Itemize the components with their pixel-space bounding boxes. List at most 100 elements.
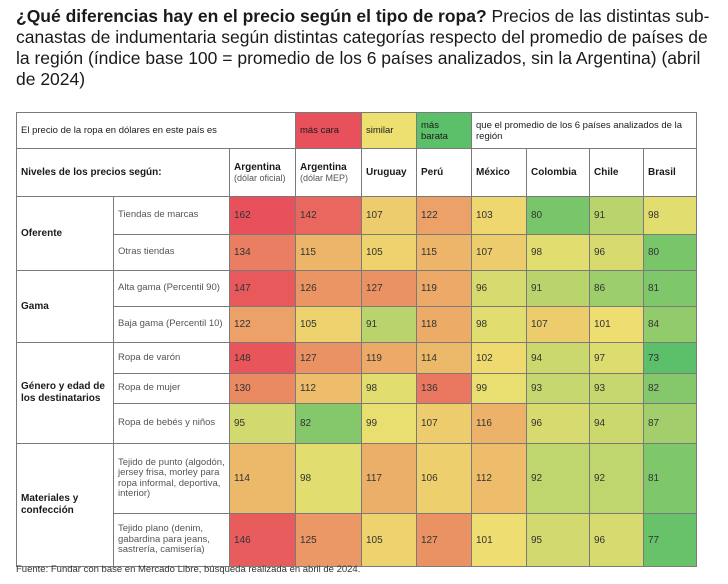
column-name: Chile (594, 167, 619, 178)
value-cell: 114 (416, 342, 472, 374)
value-cell: 96 (471, 270, 527, 307)
column-header-1: Argentina (dólar MEP) (295, 148, 362, 197)
value-cell: 125 (295, 513, 362, 567)
value-cell: 117 (361, 443, 417, 514)
value-cell: 105 (361, 513, 417, 567)
value-cell: 95 (526, 513, 590, 567)
column-name: Perú (421, 167, 444, 178)
value-cell: 105 (295, 306, 362, 343)
table-row: Materiales y confección Tejido de punto (… (16, 443, 698, 567)
value-cell: 102 (471, 342, 527, 374)
table-row: Género y edad de los destinatarios Ropa d… (16, 342, 698, 444)
source-footer: Fuente: Fundar con base en Mercado Libre… (16, 564, 361, 575)
value-cell: 93 (526, 373, 590, 404)
value-cell: 96 (589, 234, 644, 271)
column-header-3: Perú (416, 148, 472, 197)
value-cell: 101 (471, 513, 527, 567)
value-cell: 98 (526, 234, 590, 271)
value-cell: 115 (295, 234, 362, 271)
column-name: Argentina (300, 162, 347, 173)
value-cell: 107 (416, 403, 472, 444)
column-name: Colombia (531, 167, 577, 178)
value-cell: 98 (471, 306, 527, 343)
value-cell: 142 (295, 196, 362, 235)
value-cell: 114 (229, 443, 296, 514)
table-row: Oferente Tiendas de marcas 162 142 107 122 103… (16, 196, 698, 271)
table-row: Gama Alta gama (Percentil 90) 147 126 127 119… (16, 270, 698, 343)
group-label: Materiales y confección (16, 443, 114, 567)
value-cell: 84 (642, 306, 698, 343)
row-label: Ropa de bebés y niños (113, 403, 230, 444)
column-header-0: Argentina (dólar oficial) (229, 148, 296, 197)
table-row: Baja gama (Percentil 10) 122 105 91 118 98 107… (17, 306, 698, 343)
title-rest: Precios de las distintas sub-canastas de… (16, 6, 710, 89)
column-header-7: Brasil (642, 148, 698, 197)
column-header-row: Niveles de los precios según: Argentina(… (16, 148, 698, 197)
value-cell: 147 (229, 270, 296, 307)
column-name: Brasil (648, 167, 676, 178)
value-cell: 106 (416, 443, 472, 514)
row-label: Ropa de mujer (113, 373, 230, 404)
value-cell: 136 (416, 373, 472, 404)
column-subtitle: (dólar oficial) (234, 173, 286, 183)
value-cell: 107 (361, 196, 417, 235)
column-name: México (476, 167, 510, 178)
value-cell: 81 (642, 270, 698, 307)
value-cell: 82 (295, 403, 362, 444)
value-cell: 98 (295, 443, 362, 514)
value-cell: 146 (229, 513, 296, 567)
legend-mas-barata: más barata (416, 112, 472, 149)
group-label: Género y edad de los destinatarios (16, 342, 114, 444)
column-name: Argentina (234, 162, 281, 173)
value-cell: 101 (589, 306, 644, 343)
group-label: Gama (16, 270, 114, 343)
column-header-2: Uruguay (361, 148, 417, 197)
legend-tail: que el promedio de los 6 países analizad… (470, 112, 698, 149)
value-cell: 93 (589, 373, 644, 404)
value-cell: 77 (642, 513, 698, 567)
value-cell: 119 (361, 342, 417, 374)
value-cell: 103 (471, 196, 527, 235)
value-cell: 99 (471, 373, 527, 404)
value-cell: 122 (229, 306, 296, 343)
value-cell: 127 (416, 513, 472, 567)
title-bold: ¿Qué diferencias hay en el precio según … (16, 6, 487, 26)
row-label: Tiendas de marcas (113, 196, 230, 235)
legend-row: El precio de la ropa en dólares en este … (16, 112, 698, 149)
table-row: Ropa de bebés y niños 95 82 99 107 116 96 94 87 (17, 403, 698, 444)
value-cell: 148 (229, 342, 296, 374)
row-label: Tejido plano (denim, gabardina para jean… (113, 513, 230, 567)
value-cell: 81 (642, 443, 698, 514)
value-cell: 80 (642, 234, 698, 271)
value-cell: 126 (295, 270, 362, 307)
legend-question: El precio de la ropa en dólares en este … (16, 112, 296, 149)
value-cell: 98 (361, 373, 417, 404)
table-row: Ropa de mujer 130 112 98 136 99 93 93 82 (17, 373, 698, 404)
value-cell: 94 (526, 342, 590, 374)
value-cell: 130 (229, 373, 296, 404)
row-label: Otras tiendas (113, 234, 230, 271)
column-name: Uruguay (366, 167, 407, 178)
value-cell: 127 (295, 342, 362, 374)
row-header-label: Niveles de los precios según: (16, 148, 230, 197)
row-label: Tejido de punto (algodón, jersey frisa, … (113, 443, 230, 514)
value-cell: 95 (229, 403, 296, 444)
value-cell: 98 (642, 196, 698, 235)
value-cell: 82 (642, 373, 698, 404)
row-label: Ropa de varón (113, 342, 230, 374)
value-cell: 162 (229, 196, 296, 235)
value-cell: 96 (526, 403, 590, 444)
price-index-table: El precio de la ropa en dólares en este … (16, 112, 698, 567)
value-cell: 97 (589, 342, 644, 374)
value-cell: 87 (642, 403, 698, 444)
value-cell: 105 (361, 234, 417, 271)
value-cell: 115 (416, 234, 472, 271)
chart-title: ¿Qué diferencias hay en el precio según … (16, 6, 716, 90)
value-cell: 92 (526, 443, 590, 514)
legend-similar: similar (361, 112, 417, 149)
value-cell: 112 (295, 373, 362, 404)
value-cell: 86 (589, 270, 644, 307)
value-cell: 119 (416, 270, 472, 307)
column-header-6: Chile (589, 148, 644, 197)
value-cell: 118 (416, 306, 472, 343)
